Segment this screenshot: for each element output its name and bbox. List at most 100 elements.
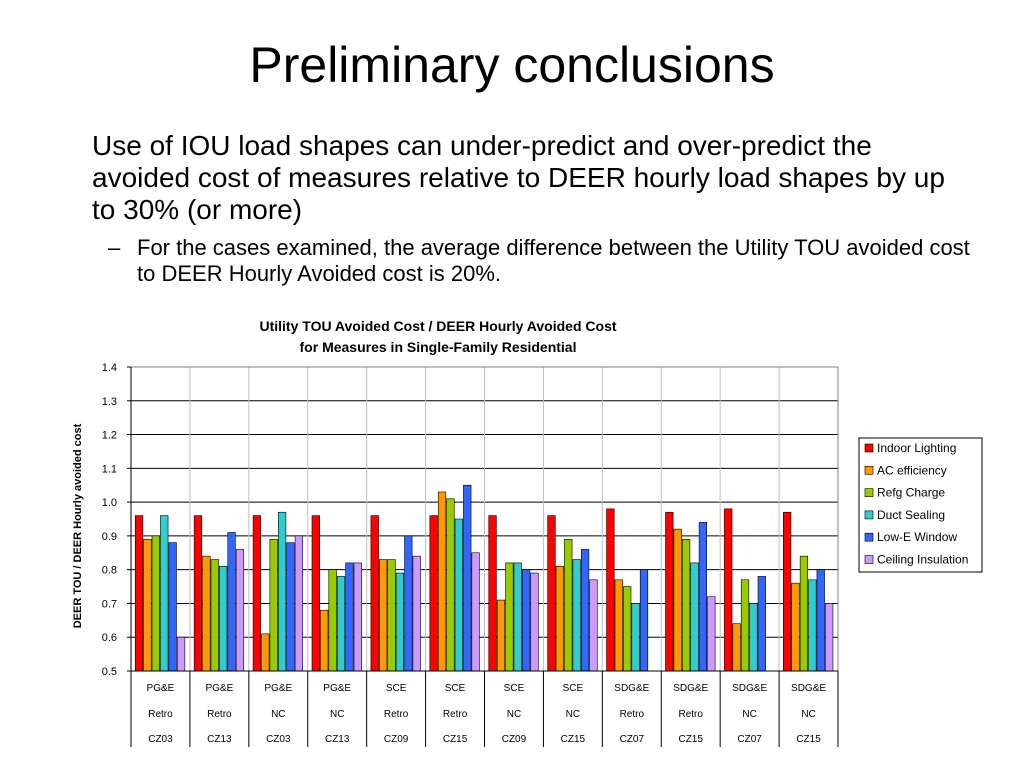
bar-indoor-lighting [193,515,203,672]
legend-label: Low-E Window [877,530,957,544]
bar-low-e-window [698,522,708,672]
legend-swatch [864,443,874,453]
slide-title: Preliminary conclusions [249,37,775,93]
x-category-label: CZ15 [796,734,821,745]
bar-ceiling-insulation [412,555,421,672]
bar-duct-sealing [631,603,640,672]
bar-ceiling-insulation [530,572,539,672]
x-category-label: SCE [445,683,466,694]
bar-refg-charge [564,538,573,672]
bar-duct-sealing [690,562,699,672]
bar-indoor-lighting [724,508,733,672]
x-category-label: PG&E [323,683,351,694]
bar-ac-efficiency [732,623,741,672]
chart-subtitle: for Measures in Single-Family Residentia… [300,339,577,355]
legend-label: AC efficiency [877,463,947,477]
bar-low-e-window [522,569,531,672]
x-category-label: CZ15 [678,734,703,745]
bar-ceiling-insulation [825,603,834,672]
x-category-label: CZ15 [443,734,468,745]
bar-duct-sealing [808,579,817,672]
x-category-label: NC [801,709,815,720]
bar-indoor-lighting [606,508,615,672]
legend-label: Ceiling Insulation [877,553,968,567]
bar-duct-sealing [572,559,581,672]
y-tick-label: 0.8 [102,565,117,577]
bar-duct-sealing [160,515,169,672]
bar-ceiling-insulation [176,636,186,672]
bar-refg-charge [623,586,632,672]
bar-ceiling-insulation [353,562,362,672]
bar-low-e-window [286,542,295,672]
bar-refg-charge [740,579,750,672]
bar-refg-charge [446,498,455,672]
bar-ac-efficiency [202,555,211,672]
bar-ac-efficiency [437,491,447,672]
bar-refg-charge [799,555,809,672]
bar-low-e-window [227,532,236,672]
bar-indoor-lighting [429,515,438,672]
bar-ac-efficiency [555,565,564,672]
bar-low-e-window [639,569,649,672]
bar-refg-charge [210,559,219,672]
x-category-label: NC [330,709,344,720]
x-category-label: CZ07 [737,734,762,745]
bar-ac-efficiency [379,559,388,672]
x-category-label: Retro [207,709,232,720]
x-category-label: CZ09 [502,734,527,745]
x-category-label: SDG&E [732,683,767,694]
bar-indoor-lighting [252,515,261,672]
x-category-label: CZ09 [384,734,409,745]
bar-low-e-window [757,576,766,672]
bar-low-e-window [168,542,177,672]
y-tick-label: 1.0 [102,497,117,509]
x-category-label: CZ03 [148,734,173,745]
legend-label: Duct Sealing [877,508,945,522]
legend-swatch [864,532,874,542]
bar-low-e-window [816,569,825,672]
y-tick-label: 1.1 [102,463,117,475]
x-category-label: PG&E [205,683,233,694]
bar-duct-sealing [277,511,287,672]
y-tick-label: 0.7 [102,598,117,610]
x-category-label: Retro [148,709,173,720]
bar-ac-efficiency [320,609,329,672]
bar-duct-sealing [749,603,758,672]
x-category-label: CZ13 [207,734,232,745]
y-tick-label: 1.3 [102,396,117,408]
x-category-label: SCE [563,683,584,694]
bar-refg-charge [269,538,278,672]
bar-indoor-lighting [488,515,497,672]
x-category-label: PG&E [147,683,175,694]
x-category-label: SCE [504,683,525,694]
x-category-label: NC [507,709,521,720]
bar-indoor-lighting [665,511,674,672]
legend-swatch [864,555,874,564]
bar-ac-efficiency [791,582,800,672]
legend-swatch [864,488,874,497]
bar-low-e-window [345,562,354,672]
bar-ceiling-insulation [707,596,716,672]
bar-duct-sealing [219,565,228,672]
bar-ac-efficiency [496,599,506,672]
x-category-label: CZ03 [266,734,291,745]
bar-duct-sealing [454,518,463,672]
chart-title: Utility TOU Avoided Cost / DEER Hourly A… [259,318,616,334]
bar-low-e-window [404,535,413,672]
y-tick-label: 0.5 [102,666,117,678]
bar-ceiling-insulation [471,552,480,672]
y-tick-label: 1.4 [102,362,117,374]
bar-indoor-lighting [547,515,556,672]
x-category-label: Retro [443,709,468,720]
x-category-label: Retro [678,709,703,720]
x-category-label: NC [742,709,756,720]
bar-ac-efficiency [614,579,623,672]
bar-indoor-lighting [370,515,379,672]
x-category-label: PG&E [264,683,292,694]
y-tick-label: 0.9 [102,531,117,543]
bar-ac-efficiency [673,528,682,672]
legend-label: Indoor Lighting [877,441,956,455]
x-category-label: SDG&E [791,683,826,694]
bar-duct-sealing [395,572,405,672]
bar-ceiling-insulation [235,549,245,672]
